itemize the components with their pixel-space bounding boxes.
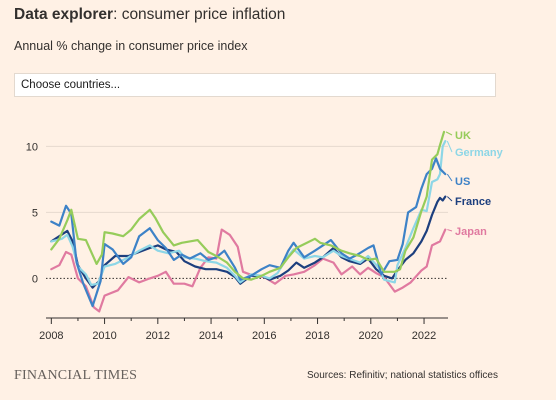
series-line-us — [50, 157, 447, 308]
legend-label-germany: Germany — [455, 147, 504, 159]
x-tick-label: 2012 — [146, 330, 170, 342]
y-tick-label: 10 — [26, 141, 38, 153]
country-select[interactable]: Choose countries... — [14, 73, 496, 97]
x-tick-label: 2020 — [359, 330, 383, 342]
x-tick-label: 2016 — [252, 330, 276, 342]
legend-label-japan: Japan — [455, 226, 487, 238]
legend-label-uk: UK — [455, 130, 471, 142]
y-tick-label: 5 — [32, 207, 38, 219]
label-connector-france — [446, 196, 453, 202]
series-line-uk — [50, 130, 446, 281]
chart-title: Data explorer: consumer price inflation — [14, 6, 285, 24]
y-tick-label: 0 — [32, 273, 38, 285]
source-note: Sources: Refinitiv; national statistics … — [306, 370, 498, 381]
brand-logo-text: FINANCIAL TIMES — [14, 368, 138, 383]
x-tick-label: 2010 — [92, 330, 116, 342]
legend-label-us: US — [455, 176, 470, 188]
legend-label-france: France — [455, 196, 491, 208]
chart-subtitle: Annual % change in consumer price index — [14, 39, 248, 53]
x-tick-label: 2022 — [412, 330, 436, 342]
x-tick-label: 2014 — [199, 330, 223, 342]
chart-title-bold: Data explorer — [14, 6, 114, 23]
x-tick-label: 2008 — [39, 330, 63, 342]
label-connector-uk — [445, 131, 453, 136]
label-connector-germany — [446, 140, 453, 153]
series-line-germany — [50, 140, 447, 287]
label-connector-japan — [447, 229, 453, 232]
series-line-japan — [50, 228, 447, 313]
x-tick-label: 2018 — [305, 330, 329, 342]
label-connector-us — [446, 173, 453, 182]
chart-title-rest: : consumer price inflation — [113, 6, 286, 23]
